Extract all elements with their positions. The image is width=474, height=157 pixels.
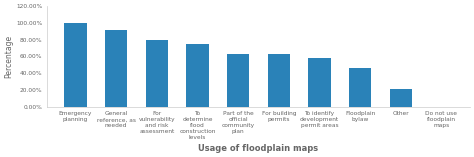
- Bar: [186, 44, 209, 107]
- X-axis label: Usage of floodplain maps: Usage of floodplain maps: [199, 144, 319, 153]
- Bar: [146, 40, 168, 107]
- Bar: [349, 68, 371, 107]
- Bar: [105, 30, 128, 107]
- Bar: [308, 58, 330, 107]
- Bar: [64, 23, 87, 107]
- Y-axis label: Percentage: Percentage: [4, 35, 13, 78]
- Bar: [268, 54, 290, 107]
- Bar: [390, 89, 412, 107]
- Bar: [227, 54, 249, 107]
